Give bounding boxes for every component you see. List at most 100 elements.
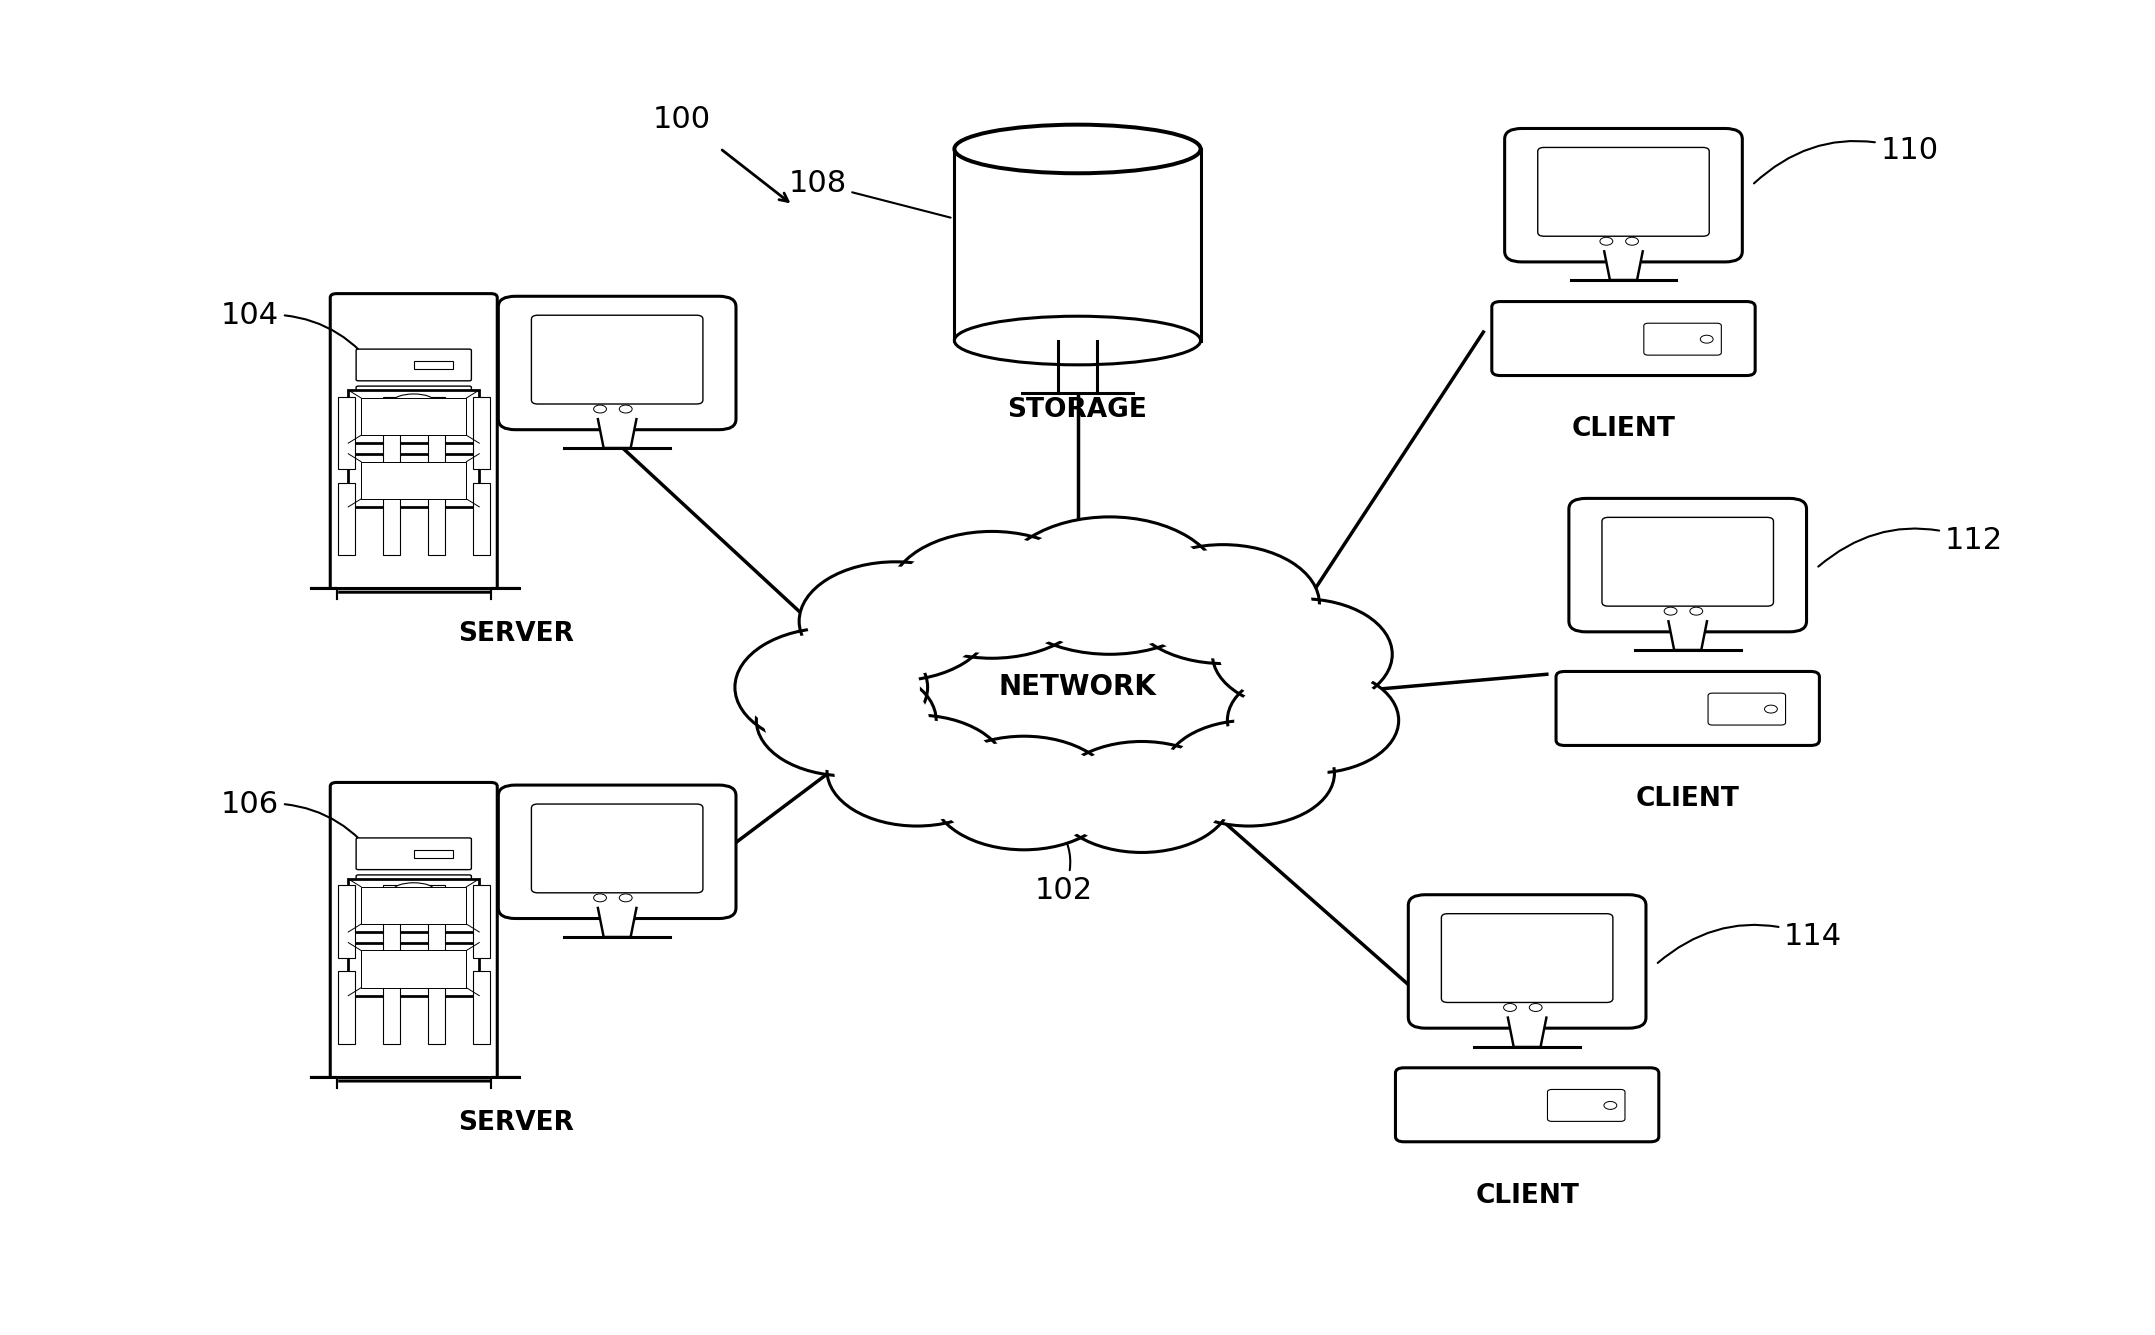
Circle shape: [931, 736, 1116, 850]
FancyBboxPatch shape: [1442, 913, 1612, 1003]
Circle shape: [896, 537, 1086, 653]
Bar: [384, 885, 401, 959]
Polygon shape: [1058, 340, 1097, 394]
Circle shape: [1765, 705, 1778, 713]
Text: CLIENT: CLIENT: [1571, 417, 1674, 442]
Circle shape: [1690, 607, 1702, 615]
Circle shape: [828, 716, 1006, 826]
Polygon shape: [349, 943, 478, 996]
Circle shape: [618, 894, 631, 902]
Polygon shape: [597, 419, 636, 449]
Circle shape: [1530, 1004, 1543, 1012]
Circle shape: [1058, 746, 1224, 848]
FancyBboxPatch shape: [1644, 323, 1722, 355]
FancyBboxPatch shape: [1539, 147, 1709, 236]
FancyBboxPatch shape: [356, 874, 472, 906]
FancyBboxPatch shape: [330, 294, 498, 593]
Bar: [472, 885, 489, 959]
Polygon shape: [310, 589, 336, 599]
Polygon shape: [597, 908, 636, 937]
Circle shape: [1228, 668, 1399, 773]
Circle shape: [1599, 238, 1612, 246]
Circle shape: [1170, 725, 1327, 822]
FancyBboxPatch shape: [356, 350, 472, 380]
Bar: [472, 396, 489, 470]
FancyBboxPatch shape: [1396, 1068, 1659, 1141]
Text: 104: 104: [222, 300, 379, 375]
Circle shape: [593, 405, 606, 413]
FancyBboxPatch shape: [1601, 518, 1774, 606]
Polygon shape: [1668, 621, 1707, 650]
Bar: [338, 885, 356, 959]
FancyBboxPatch shape: [498, 296, 737, 430]
Polygon shape: [349, 390, 478, 443]
FancyBboxPatch shape: [1709, 693, 1786, 725]
Circle shape: [834, 720, 1000, 821]
Bar: [427, 972, 444, 1044]
Circle shape: [1603, 1101, 1616, 1109]
Text: 114: 114: [1657, 922, 1843, 963]
FancyBboxPatch shape: [1409, 894, 1646, 1028]
FancyBboxPatch shape: [356, 838, 472, 869]
FancyBboxPatch shape: [1504, 128, 1741, 262]
Polygon shape: [362, 886, 465, 924]
Circle shape: [1625, 238, 1638, 246]
FancyBboxPatch shape: [532, 315, 703, 405]
Circle shape: [1006, 522, 1211, 649]
Circle shape: [618, 405, 631, 413]
FancyBboxPatch shape: [1491, 302, 1754, 375]
Circle shape: [806, 566, 985, 676]
Circle shape: [756, 665, 935, 776]
Polygon shape: [955, 150, 1200, 340]
Bar: [338, 482, 356, 555]
Bar: [472, 972, 489, 1044]
Text: 102: 102: [1034, 825, 1093, 905]
FancyBboxPatch shape: [1547, 1089, 1625, 1121]
Text: 106: 106: [222, 790, 379, 864]
Ellipse shape: [955, 124, 1200, 174]
Polygon shape: [310, 1077, 336, 1088]
Polygon shape: [349, 878, 478, 932]
Circle shape: [940, 741, 1108, 845]
Circle shape: [1164, 721, 1334, 826]
Circle shape: [800, 562, 991, 681]
FancyBboxPatch shape: [498, 785, 737, 918]
Polygon shape: [362, 462, 465, 499]
Ellipse shape: [392, 882, 435, 898]
Text: STORAGE: STORAGE: [1009, 396, 1146, 423]
Circle shape: [1664, 607, 1677, 615]
Circle shape: [763, 669, 929, 772]
Ellipse shape: [955, 316, 1200, 364]
Polygon shape: [349, 454, 478, 507]
Polygon shape: [1603, 251, 1642, 280]
Circle shape: [1213, 599, 1392, 710]
Bar: [427, 885, 444, 959]
Bar: [472, 482, 489, 555]
Circle shape: [1504, 1004, 1517, 1012]
Text: SERVER: SERVER: [459, 621, 575, 647]
Circle shape: [593, 894, 606, 902]
Text: CLIENT: CLIENT: [1636, 786, 1739, 813]
Circle shape: [998, 517, 1222, 654]
Text: 112: 112: [1819, 526, 2002, 566]
FancyBboxPatch shape: [1569, 498, 1806, 631]
Bar: [338, 972, 356, 1044]
Circle shape: [1700, 335, 1713, 343]
Text: CLIENT: CLIENT: [1476, 1183, 1580, 1208]
Text: 110: 110: [1754, 136, 1940, 183]
Polygon shape: [491, 1077, 519, 1088]
Bar: [414, 850, 453, 858]
Bar: [427, 482, 444, 555]
FancyBboxPatch shape: [330, 782, 498, 1081]
Bar: [384, 482, 401, 555]
FancyBboxPatch shape: [532, 804, 703, 893]
Circle shape: [1134, 550, 1312, 658]
Circle shape: [1235, 672, 1392, 769]
Bar: [384, 396, 401, 470]
FancyBboxPatch shape: [356, 386, 472, 418]
Polygon shape: [362, 398, 465, 435]
Circle shape: [735, 627, 927, 746]
Circle shape: [890, 531, 1095, 658]
Text: 108: 108: [789, 170, 950, 218]
Polygon shape: [362, 951, 465, 988]
